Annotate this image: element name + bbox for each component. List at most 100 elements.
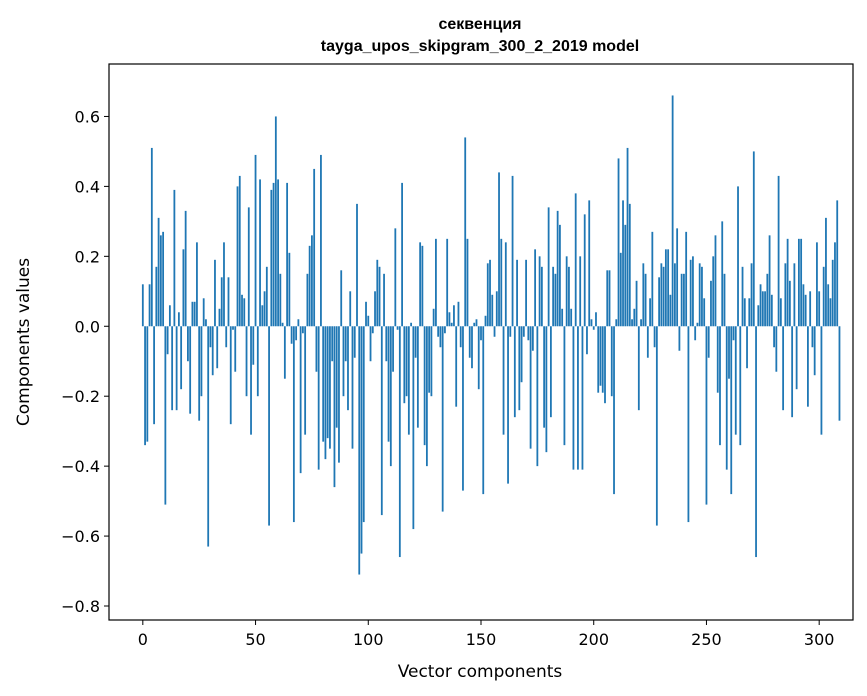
bar-33 [216,326,219,369]
bar-183 [554,273,557,327]
bar-125 [423,326,426,446]
bar-229 [658,277,661,327]
bar-106 [380,326,383,516]
bar-147 [473,322,476,327]
bar-71 [301,326,304,334]
bar-11 [166,326,169,355]
bar-58 [272,182,275,327]
bar-87 [338,326,340,463]
bar-219 [635,280,638,327]
bar-185 [559,224,561,327]
bar-101 [369,326,372,362]
bar-67 [292,326,295,523]
bar-100 [367,315,370,327]
bar-128 [430,326,433,397]
bar-153 [486,263,489,327]
bar-24 [196,242,198,327]
bar-274 [759,284,762,327]
bar-257 [721,221,724,327]
bar-53 [261,305,264,327]
bar-83 [329,326,331,449]
bar-232 [664,249,667,327]
bar-233 [667,249,670,327]
y-tick-label: 0.0 [75,317,100,336]
bar-80 [322,326,325,442]
bar-207 [608,270,611,327]
x-tick-label: 200 [578,630,609,649]
bar-146 [471,326,473,369]
bar-40 [232,326,234,330]
bar-182 [552,266,555,327]
y-tick-label: 0.6 [75,107,100,126]
bar-225 [649,298,651,327]
bar-309 [838,326,841,421]
bar-133 [441,326,444,512]
bar-49 [252,326,255,365]
bar-10 [164,326,167,505]
bar-139 [455,326,458,407]
bar-79 [320,154,322,327]
bar-301 [820,326,823,435]
bar-138 [453,305,455,327]
x-tick-label: 300 [804,630,835,649]
y-tick-label: −0.4 [61,457,100,476]
bar-307 [834,242,836,327]
bar-261 [730,326,733,495]
bar-237 [676,228,679,327]
bar-84 [331,326,334,362]
bar-42 [236,186,239,327]
bar-111 [392,326,394,372]
bar-202 [597,326,600,393]
chart-title-line2: tayga_upos_skipgram_300_2_2019 model [321,38,639,55]
bar-75 [311,235,313,327]
bar-271 [752,151,755,327]
bar-188 [565,256,568,327]
bar-179 [545,326,548,453]
bar-104 [376,259,379,327]
bar-283 [779,298,782,327]
bar-119 [410,322,413,327]
bar-117 [405,326,408,397]
bar-148 [475,319,478,327]
bar-121 [414,326,417,358]
bar-231 [662,266,665,327]
bar-268 [746,326,748,369]
bar-70 [299,326,302,474]
bar-47 [247,207,250,327]
bar-44 [241,294,243,327]
bar-299 [816,242,818,327]
bar-226 [651,231,654,327]
chart-title-line1: секвенция [439,16,522,33]
bar-216 [628,203,631,327]
bar-224 [646,326,649,358]
bar-2 [146,326,149,442]
bar-66 [290,326,293,344]
bar-254 [714,235,717,327]
bar-160 [502,326,505,435]
bar-82 [326,326,329,439]
bar-174 [534,249,537,327]
bar-55 [265,266,268,327]
bar-256 [719,326,721,446]
bar-187 [563,326,566,446]
x-tick-label: 0 [138,630,148,649]
bar-214 [624,224,627,327]
bar-124 [421,245,424,327]
bar-92 [349,291,352,327]
bar-68 [295,326,298,341]
bar-300 [818,291,821,327]
y-tick-label: −0.8 [61,597,100,616]
bar-102 [371,326,374,334]
bar-94 [353,326,356,358]
bar-192 [574,193,577,327]
bar-234 [669,294,672,327]
bar-282 [777,175,780,327]
bar-302 [822,266,825,327]
bar-197 [586,326,588,355]
bar-136 [448,312,451,327]
bar-203 [599,326,602,386]
bar-193 [577,326,579,470]
bar-143 [464,137,467,327]
bar-59 [274,116,277,327]
bar-167 [518,326,521,411]
